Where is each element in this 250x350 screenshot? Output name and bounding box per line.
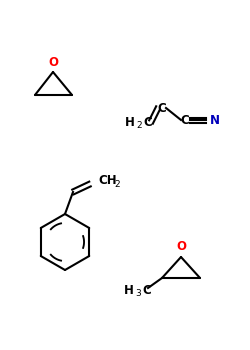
- Text: CH: CH: [98, 175, 116, 188]
- Text: 2: 2: [114, 180, 120, 189]
- Text: O: O: [176, 240, 186, 253]
- Text: C: C: [142, 284, 151, 296]
- Text: C: C: [158, 102, 166, 114]
- Text: H: H: [125, 116, 135, 128]
- Text: C: C: [143, 116, 152, 128]
- Text: 3: 3: [135, 289, 141, 298]
- Text: C: C: [180, 113, 190, 126]
- Text: N: N: [210, 113, 220, 126]
- Text: H: H: [124, 284, 134, 296]
- Text: 2: 2: [136, 121, 141, 130]
- Text: O: O: [48, 56, 58, 69]
